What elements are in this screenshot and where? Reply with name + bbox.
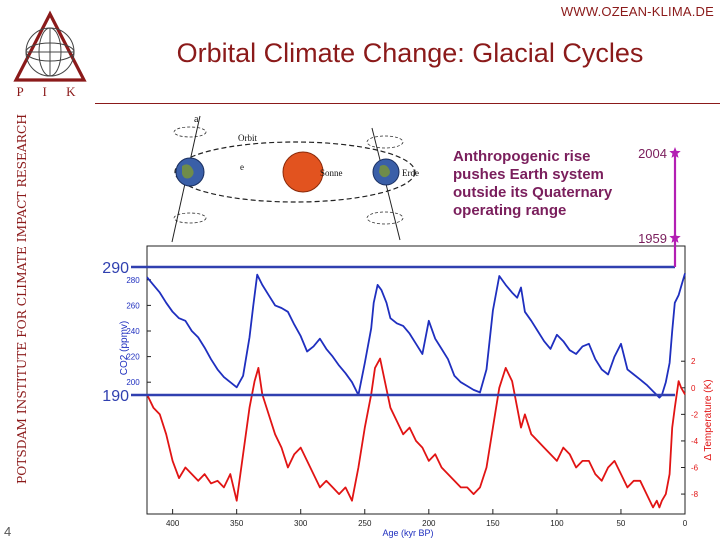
- y-left-tick-label: 260: [126, 301, 140, 310]
- sun-icon: [282, 151, 324, 193]
- chart: 400 350 300 250 200 150 100 50 0 280 260 240 220 200…: [102, 146, 714, 538]
- annotation-line: Anthropogenic rise: [453, 148, 591, 165]
- institute-name: POTSDAM INSTITUTE FOR CLIMATE IMPACT RES…: [15, 114, 29, 484]
- earth-left-land: [182, 164, 194, 179]
- label-earth: Erde: [402, 168, 419, 178]
- x-axis: 400 350 300 250 200 150 100 50 0: [166, 509, 688, 528]
- axis-cone-right: [366, 135, 404, 225]
- y-left-tick-label: 240: [126, 327, 140, 336]
- x-axis-label: Age (kyr BP): [382, 528, 433, 538]
- label-a: a: [194, 114, 199, 125]
- annotation-line: pushes Earth system: [453, 166, 604, 183]
- x-tick-label: 100: [550, 519, 564, 528]
- anthropogenic-year-label: 1959: [638, 231, 667, 246]
- x-tick-label: 50: [616, 519, 625, 528]
- x-tick-label: 0: [683, 519, 688, 528]
- anthropogenic-layer: 2004 1959: [638, 146, 681, 267]
- slide-title: Orbital Climate Change: Glacial Cycles: [176, 38, 644, 68]
- label-sun: Sonne: [320, 168, 343, 178]
- earth-right-land: [379, 165, 390, 178]
- annotation-line: outside its Quaternary: [453, 184, 613, 201]
- y-axis-left-label: CO2 (ppmv): [119, 321, 130, 375]
- plot-frame: [146, 245, 686, 515]
- y-right-tick-label: -4: [691, 437, 699, 446]
- orbit-ellipse: [174, 141, 416, 203]
- logo-letters: P I K: [17, 84, 84, 99]
- series-layer: [146, 273, 686, 509]
- reference-label: 290: [102, 260, 129, 277]
- y-axis-right: 2 0 -2 -4 -6 -8: [681, 357, 699, 499]
- y-left-tick-label: 280: [126, 276, 140, 285]
- y-left-tick-label: 220: [126, 353, 140, 362]
- x-tick-label: 350: [230, 519, 244, 528]
- y-right-tick-label: 2: [691, 357, 696, 366]
- logo-globe-icon: [25, 27, 75, 77]
- pik-logo: P I K: [13, 10, 87, 99]
- x-tick-label: 400: [166, 519, 180, 528]
- x-tick-label: 300: [294, 519, 308, 528]
- label-e: e: [240, 162, 244, 172]
- reference-label: 190: [102, 388, 129, 405]
- x-tick-label: 250: [358, 519, 372, 528]
- anthropogenic-year-label: 2004: [638, 146, 667, 161]
- orbit-diagram: a Orbit e Sonne Erde: [171, 114, 419, 243]
- x-tick-label: 150: [486, 519, 500, 528]
- reference-lines: 290 190: [102, 260, 675, 405]
- slide-number: 4: [4, 524, 12, 539]
- y-axis-right-label: Δ Temperature (K): [703, 379, 714, 460]
- y-right-tick-label: 0: [691, 384, 696, 393]
- label-orbit: Orbit: [238, 133, 257, 143]
- x-tick-label: 200: [422, 519, 436, 528]
- site-url[interactable]: WWW.OZEAN-KLIMA.DE: [560, 4, 714, 19]
- y-right-tick-label: -6: [691, 464, 699, 473]
- logo-triangle-icon: [13, 10, 87, 82]
- institute-sidebar: POTSDAM INSTITUTE FOR CLIMATE IMPACT RES…: [15, 114, 29, 484]
- y-axis-left: 280 260 240 220 200: [126, 276, 151, 387]
- temperature-series-line: [146, 357, 686, 509]
- axis-cone-left: [173, 126, 207, 224]
- co2-series-line: [146, 273, 686, 399]
- anthropogenic-annotation: Anthropogenic rise pushes Earth system o…: [453, 148, 643, 220]
- y-right-tick-label: -2: [691, 410, 699, 419]
- y-right-tick-label: -8: [691, 490, 699, 499]
- annotation-line: operating range: [453, 202, 567, 219]
- y-left-tick-label: 200: [126, 378, 140, 387]
- anthropogenic-star-icon: [669, 147, 681, 158]
- anthropogenic-star-icon: [669, 232, 681, 243]
- title-divider: [95, 103, 720, 104]
